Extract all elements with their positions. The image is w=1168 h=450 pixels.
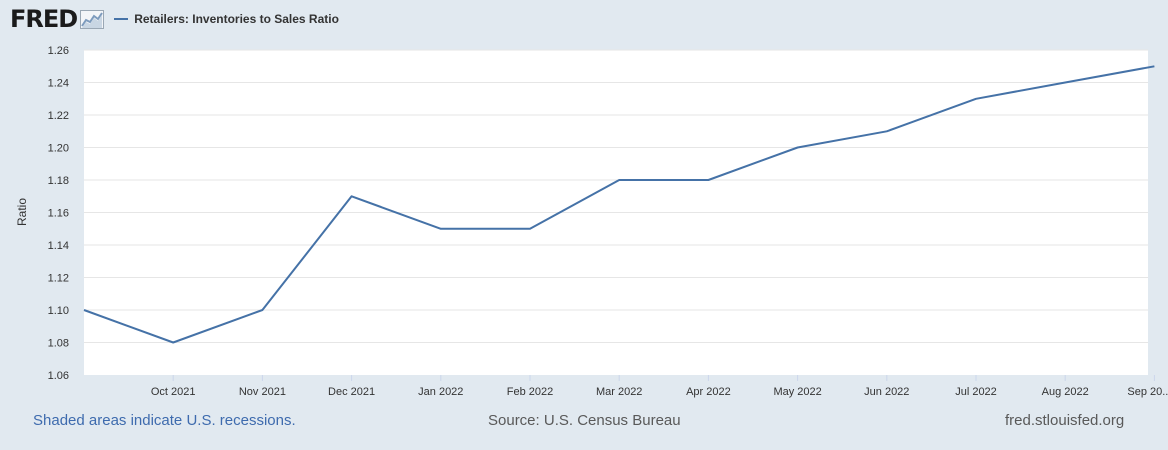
y-tick-label: 1.18 <box>48 175 69 187</box>
x-tick-label: Oct 2021 <box>151 386 196 398</box>
fred-logo-text: FRED <box>10 5 78 33</box>
fred-chart-icon <box>80 9 105 29</box>
legend-label: Retailers: Inventories to Sales Ratio <box>134 12 339 26</box>
site-link[interactable]: fred.stlouisfed.org <box>1005 412 1125 429</box>
fred-logo[interactable]: FRED <box>10 5 105 33</box>
y-tick-label: 1.22 <box>48 110 69 122</box>
x-tick-label: May 2022 <box>773 386 821 398</box>
y-tick-label: 1.08 <box>48 338 69 350</box>
chart-legend: Retailers: Inventories to Sales Ratio <box>114 12 339 26</box>
x-tick-label: Dec 2021 <box>328 386 375 398</box>
recessions-note: Shaded areas indicate U.S. recessions. <box>33 412 296 429</box>
y-tick-label: 1.06 <box>48 370 69 382</box>
legend-swatch <box>114 18 129 20</box>
y-tick-label: 1.14 <box>48 240 69 252</box>
y-tick-label: 1.10 <box>48 305 69 317</box>
x-tick-label: Nov 2021 <box>239 386 286 398</box>
x-tick-label: Apr 2022 <box>686 386 731 398</box>
x-tick-label: Jan 2022 <box>418 386 463 398</box>
series-line[interactable] <box>83 65 1155 344</box>
grid-lines <box>84 49 1148 343</box>
x-tick-label: Jun 2022 <box>864 386 909 398</box>
y-tick-label: 1.12 <box>48 273 69 285</box>
x-tick-label: Aug 2022 <box>1042 386 1089 398</box>
y-axis-label: Ratio <box>15 198 29 226</box>
x-tick-label: Jul 2022 <box>955 386 997 398</box>
x-axis-ticks: Oct 2021 Nov 2021 Dec 2021 Jan 2022 Feb 2022… <box>151 375 1168 398</box>
y-axis-ticks: 1.06 1.08 1.10 1.12 1.14 1.16 1.18 1.20 1.22 1.24… <box>48 45 69 382</box>
y-tick-label: 1.20 <box>48 143 69 155</box>
x-tick-label: Mar 2022 <box>596 386 642 398</box>
y-tick-label: 1.16 <box>48 208 69 220</box>
x-tick-label: Sep 20... <box>1127 386 1168 398</box>
x-tick-label: Feb 2022 <box>507 386 553 398</box>
series-layer <box>83 65 1155 344</box>
graph-header: FRED Retailers: Inventories to Sales Rat… <box>10 6 339 32</box>
source-note: Source: U.S. Census Bureau <box>488 412 681 429</box>
y-tick-label: 1.24 <box>48 78 69 90</box>
y-tick-label: 1.26 <box>48 45 69 57</box>
